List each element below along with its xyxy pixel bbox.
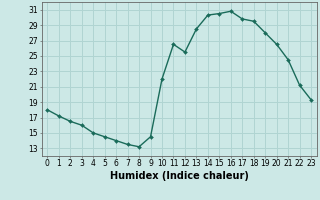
X-axis label: Humidex (Indice chaleur): Humidex (Indice chaleur) bbox=[110, 171, 249, 181]
